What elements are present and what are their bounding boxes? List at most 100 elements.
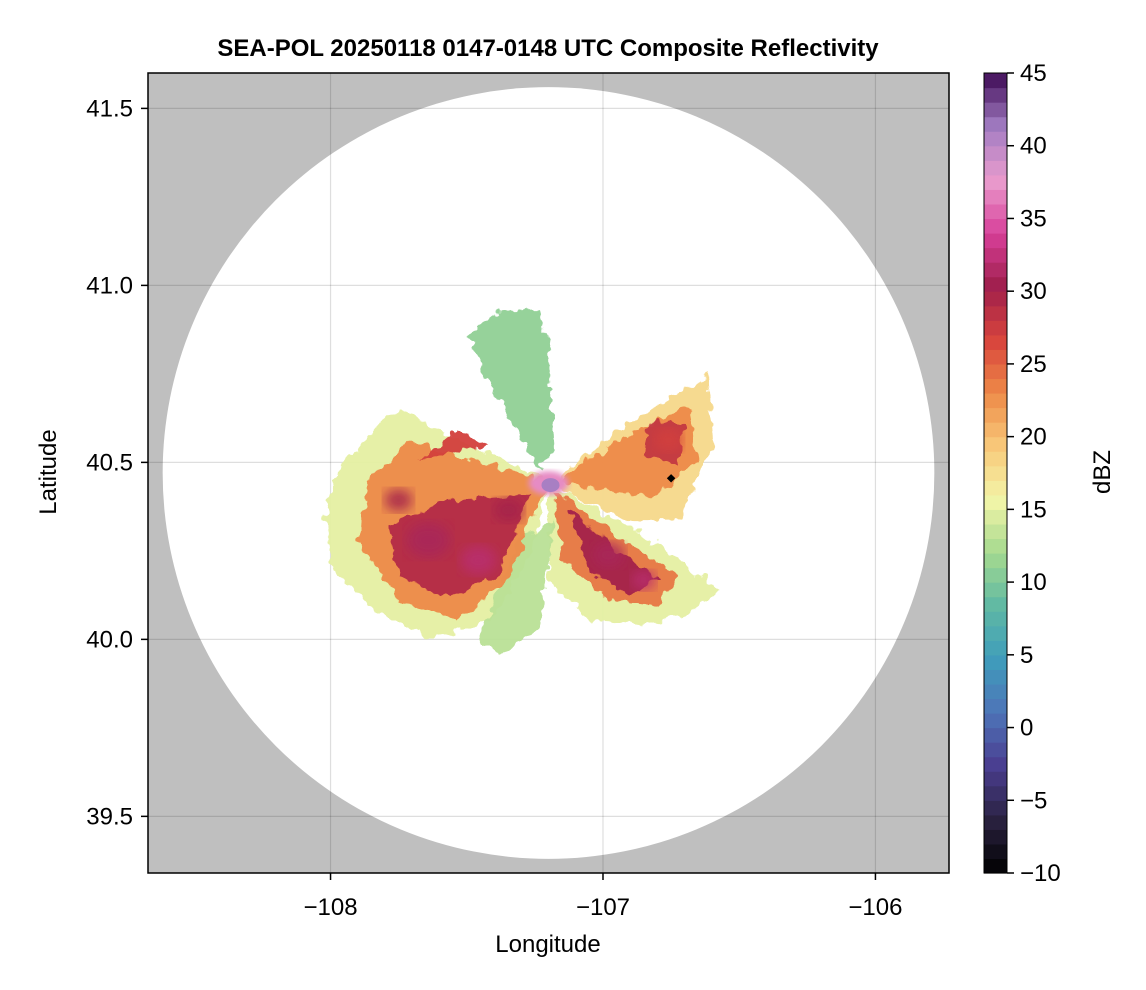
colorbar-band [984,291,1007,307]
colorbar-band [984,625,1007,641]
colorbar-band [984,843,1007,860]
colorbar-tick-label: 15 [1020,496,1047,523]
colorbar-band [984,494,1007,510]
plot-area [147,72,950,874]
colorbar-band [984,233,1007,249]
colorbar-band [984,189,1007,205]
colorbar-band [984,523,1007,540]
colorbar-band [984,218,1007,234]
colorbar-label: dBZ [1089,450,1116,494]
y-tick-label: 41.5 [86,95,133,122]
echo-west-strong [388,495,529,601]
colorbar-band [984,480,1007,496]
colorbar-band [984,131,1007,147]
echo-northwest-band [418,430,489,461]
echo-core-cell [384,488,413,512]
echo-south-envelope [478,520,554,656]
colorbar-band [984,73,1007,89]
echo-core-cell [592,542,625,568]
colorbar-band [984,262,1007,278]
plot-frame [147,72,950,874]
echo-core-cell [493,498,524,523]
colorbar-band [984,276,1007,292]
echo-radar-core-peak [541,478,560,493]
echo-core-cell [406,522,451,558]
colorbar-band [984,596,1007,612]
colorbar-band [984,683,1007,700]
echo-core-cell [654,428,683,452]
colorbar-band [984,785,1007,801]
echo-core-cell [631,570,656,590]
x-tick-label: −107 [576,894,630,921]
colorbar-ticks: −10 −5 0 5 10 15 20 25 30 35 40 45 [1007,60,1061,887]
colorbar-band [984,87,1007,103]
colorbar-band [984,611,1007,627]
colorbar-frame [983,72,1008,874]
colorbar-band [984,145,1007,161]
colorbar-tick-label: 40 [1020,133,1047,160]
colorbar-band [984,582,1007,598]
colorbar-tick-label: 35 [1020,205,1047,232]
colorbar-band [984,829,1007,845]
echo-core-cell [460,545,497,575]
chart-title: SEA-POL 20250118 0147-0148 UTC Composite… [217,35,879,62]
colorbar-tick-label: 25 [1020,351,1047,378]
x-axis: −108 −107 −106 [304,873,902,921]
colorbar-band [984,538,1007,554]
colorbar-band [984,174,1007,190]
echo-north-envelope [468,310,554,471]
x-tick-label: −108 [304,894,358,921]
colorbar-band [984,363,1007,380]
colorbar-band [984,567,1007,583]
colorbar-tick-label: −10 [1020,860,1061,887]
colorbar-tick-label: 0 [1020,715,1033,742]
colorbar-band [984,378,1007,394]
colorbar-band [984,393,1007,409]
colorbar-band [984,116,1007,132]
colorbar-band [984,320,1007,336]
reflectivity-echo-layer [323,310,719,656]
colorbar-band [984,669,1007,685]
colorbar-band [984,800,1007,816]
colorbar-band [984,771,1007,787]
colorbar-band [984,756,1007,772]
y-tick-label: 40.0 [86,626,133,653]
echo-clip-group [323,310,719,656]
colorbar-band [984,553,1007,569]
site-marker [666,474,676,483]
colorbar-band [984,305,1007,321]
colorbar-band [984,203,1007,220]
colorbar-band [984,465,1007,481]
colorbar-band [984,640,1007,656]
colorbar-band [984,436,1007,452]
colorbar-tick-label: 45 [1020,60,1047,87]
colorbar-band [984,334,1007,350]
colorbar-tick-label: 20 [1020,424,1047,451]
colorbar-band [984,160,1007,176]
colorbar-band [984,349,1007,365]
colorbar-band [984,858,1007,874]
colorbar-tick-label: −5 [1020,787,1047,814]
colorbar-band [984,713,1007,729]
colorbar-tick-label: 10 [1020,569,1047,596]
colorbar-band [984,102,1007,118]
x-axis-label: Longitude [495,931,600,958]
colorbar-band [984,247,1007,263]
y-axis-label: Latitude [35,429,62,514]
colorbar-tick-label: 5 [1020,642,1033,669]
colorbar-band [984,407,1007,423]
y-tick-label: 39.5 [86,803,133,830]
colorbar-band [984,698,1007,714]
colorbar: −10 −5 0 5 10 15 20 25 30 35 40 45 dBZ [983,60,1116,887]
colorbar-band [984,422,1007,438]
colorbar-bands [984,73,1007,874]
colorbar-band [984,509,1007,525]
colorbar-band [984,814,1007,830]
x-tick-label: −106 [848,894,902,921]
y-tick-label: 41.0 [86,272,133,299]
y-tick-label: 40.5 [86,449,133,476]
colorbar-band [984,727,1007,743]
y-axis: 39.5 40.0 40.5 41.0 41.5 [86,95,148,830]
colorbar-band [984,451,1007,467]
